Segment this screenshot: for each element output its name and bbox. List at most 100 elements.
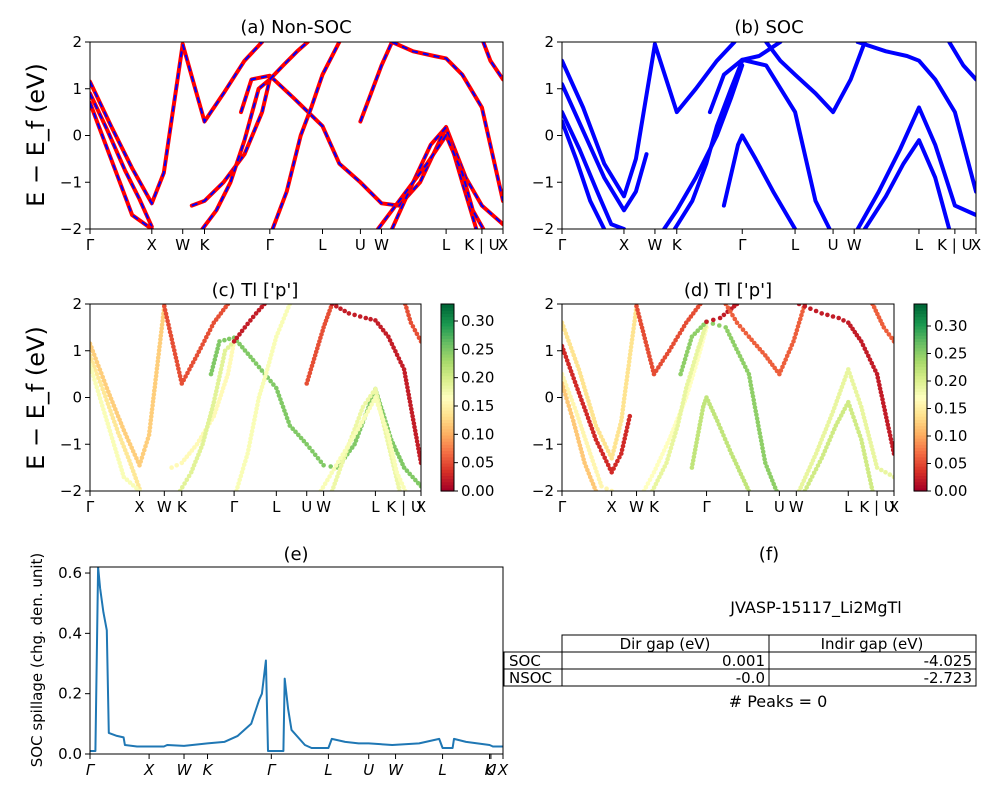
- x-tick-label: X: [416, 498, 426, 516]
- band-point: [586, 447, 592, 453]
- band-point: [683, 320, 689, 326]
- band-point: [380, 327, 386, 333]
- band-point: [655, 478, 660, 483]
- band-point: [578, 374, 584, 379]
- band-point: [253, 311, 259, 316]
- band-point: [353, 438, 359, 443]
- band-point: [148, 421, 153, 427]
- band-point: [579, 450, 585, 455]
- band-point: [256, 307, 262, 313]
- y-tick-label: 0.4: [58, 624, 82, 642]
- band-point: [224, 375, 229, 380]
- band-point: [562, 371, 565, 377]
- band-point: [365, 397, 371, 403]
- band-point: [90, 341, 93, 346]
- band-point: [696, 344, 701, 350]
- band-point: [627, 355, 632, 361]
- band-point: [113, 423, 118, 428]
- band-point: [174, 463, 179, 468]
- band-line: [562, 110, 626, 229]
- band-point: [283, 312, 288, 318]
- band-point: [396, 473, 401, 479]
- band-point: [626, 363, 631, 368]
- band-point: [214, 388, 219, 394]
- x-tick-label: W: [388, 761, 404, 779]
- table-header-dir: Dir gap (eV): [620, 635, 711, 653]
- y-tick-label: 1: [72, 80, 82, 98]
- colorbar-segment: [914, 422, 927, 427]
- band-point: [126, 438, 131, 444]
- band-point: [96, 363, 101, 369]
- band-point: [132, 452, 138, 458]
- band-point: [718, 425, 723, 431]
- band-line-dashed: [90, 102, 153, 229]
- band-point: [813, 308, 819, 314]
- band-point: [207, 327, 213, 333]
- band-point: [571, 401, 576, 407]
- colorbar-segment: [441, 322, 454, 327]
- band-point: [252, 417, 257, 423]
- band-point: [622, 389, 628, 394]
- band-point: [791, 339, 796, 344]
- band-point: [874, 371, 880, 377]
- y-tick-label: 1: [544, 342, 554, 360]
- band-point: [752, 401, 757, 407]
- band-point: [680, 364, 686, 369]
- colorbar-segment: [441, 428, 454, 433]
- band-point: [242, 348, 248, 353]
- band-point: [618, 422, 623, 427]
- band-point: [355, 434, 360, 440]
- band-point: [749, 386, 754, 392]
- band-point: [308, 367, 314, 372]
- band-point: [130, 483, 136, 488]
- band-point: [701, 322, 706, 328]
- band-point: [566, 361, 571, 367]
- band-point: [216, 314, 221, 319]
- band-point: [266, 363, 271, 369]
- band-point: [267, 359, 272, 365]
- band-point: [750, 390, 755, 395]
- band-point: [91, 373, 96, 379]
- band-point: [386, 432, 391, 438]
- x-tick-label: W: [177, 761, 193, 779]
- band-point: [93, 356, 98, 361]
- band-point: [624, 377, 629, 383]
- band-point: [287, 304, 293, 307]
- band-point: [209, 324, 215, 329]
- band-point: [571, 422, 577, 427]
- band-point: [167, 326, 172, 331]
- panel-e-title: (e): [283, 544, 308, 565]
- band-point: [609, 456, 614, 461]
- band-point: [414, 439, 420, 444]
- band-line: [562, 42, 657, 199]
- band-point: [257, 391, 263, 397]
- band-point: [91, 352, 97, 358]
- colorbar-segment: [914, 481, 927, 486]
- band-point: [331, 466, 337, 472]
- band-point: [589, 409, 594, 414]
- band-point: [859, 339, 864, 344]
- band-point: [681, 360, 687, 366]
- band-point: [287, 423, 293, 428]
- band-point: [221, 355, 226, 361]
- band-point: [380, 417, 386, 423]
- band-point: [669, 430, 675, 435]
- band-point: [230, 346, 235, 352]
- band-point: [734, 346, 739, 352]
- band-point: [215, 403, 220, 409]
- band-point: [867, 477, 873, 483]
- band-point: [404, 468, 410, 474]
- band-point: [574, 383, 579, 388]
- band-point: [286, 305, 291, 310]
- band-point: [860, 342, 866, 348]
- band-point: [245, 451, 250, 456]
- band-point: [716, 422, 722, 427]
- band-point: [889, 440, 894, 446]
- band-point: [822, 448, 828, 454]
- band-point: [213, 353, 218, 359]
- band-point: [698, 304, 703, 307]
- band-point: [859, 437, 864, 442]
- colorbar-segment: [914, 304, 927, 308]
- band-point: [700, 408, 705, 413]
